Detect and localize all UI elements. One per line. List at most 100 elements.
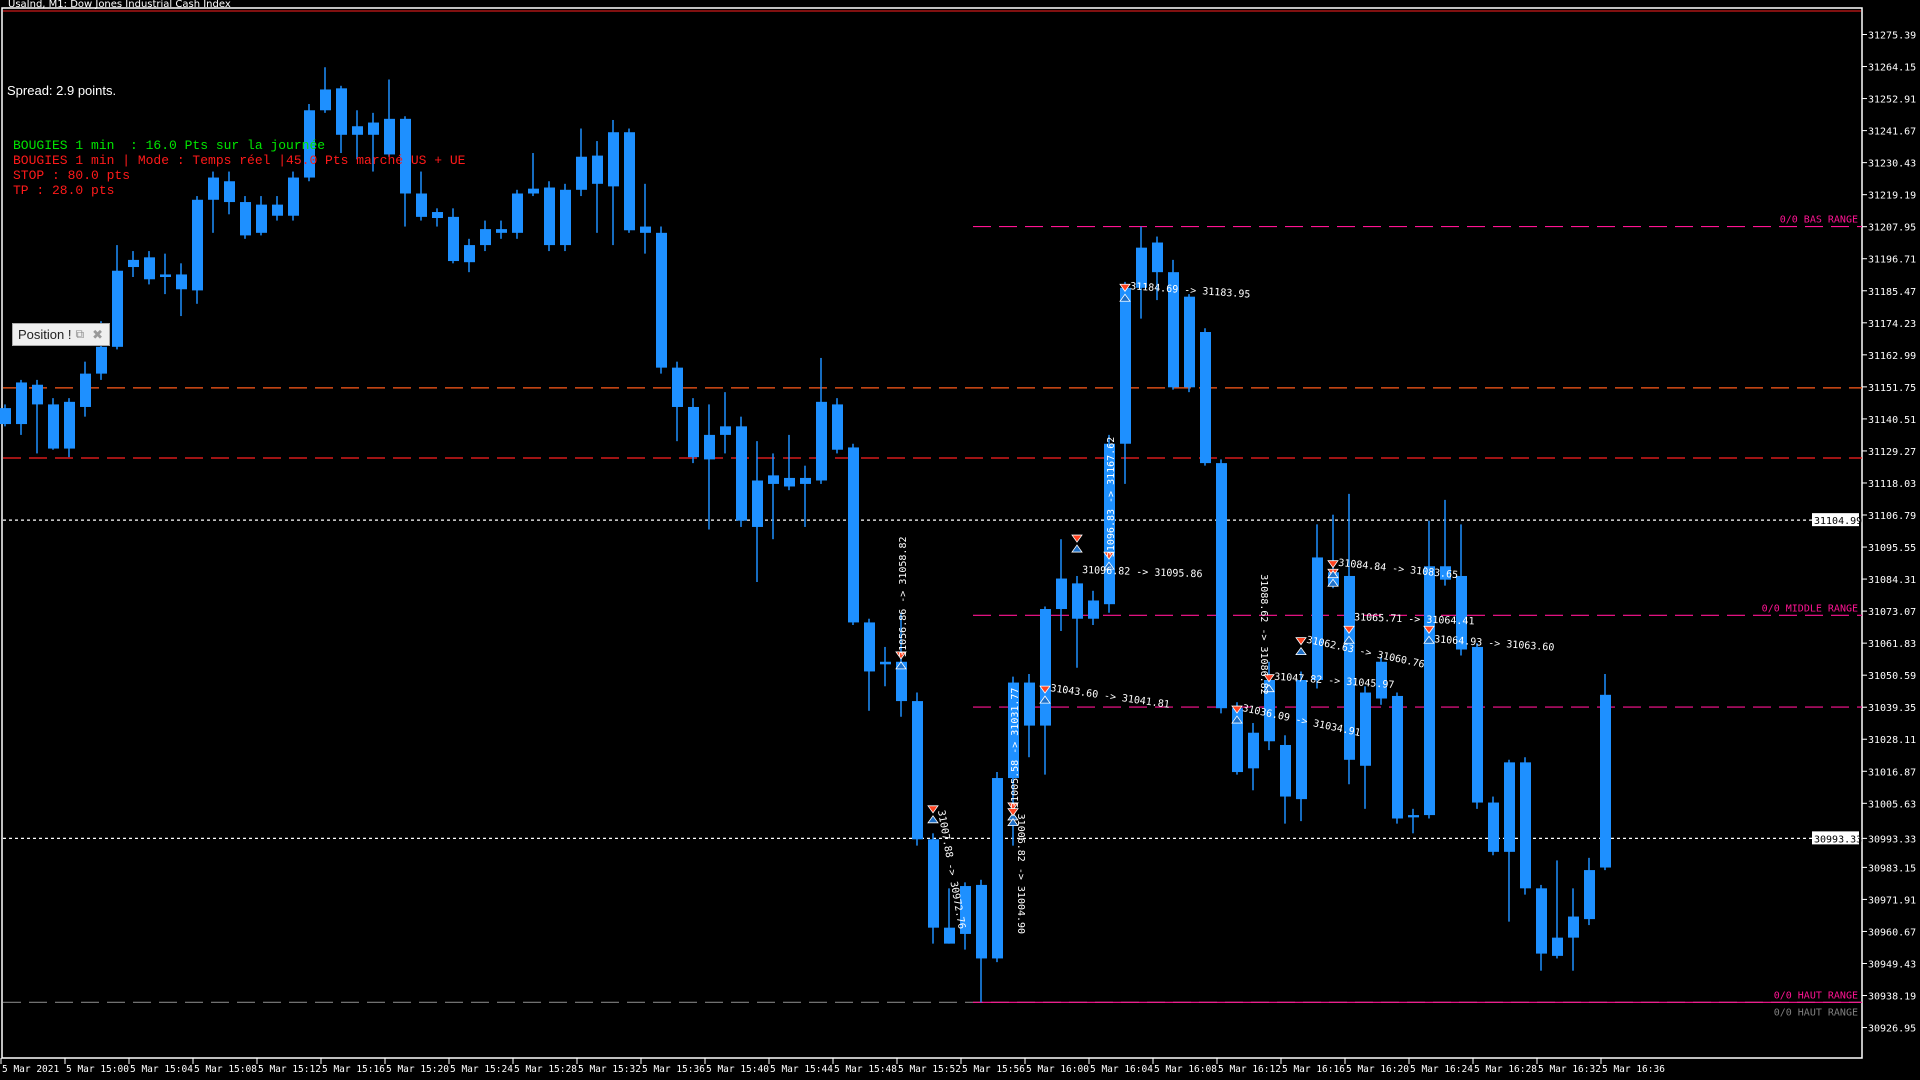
sell-arrow-icon [927, 805, 939, 814]
candle-body [1264, 679, 1275, 742]
position-panel[interactable]: Position ! ⧉ ✖ [12, 323, 110, 346]
candle [0, 404, 11, 427]
candle-body [1408, 815, 1419, 818]
candle [496, 220, 507, 239]
candle [1152, 236, 1163, 301]
candle-body [1600, 694, 1611, 868]
range-label: 0/0 HAUT RANGE [1774, 990, 1858, 1001]
candle [592, 141, 603, 233]
x-tick-label: 5 Mar 15:40 [706, 1064, 769, 1075]
candle-body [1168, 272, 1179, 388]
candle-body [1024, 682, 1035, 726]
candle-body [1056, 578, 1067, 610]
candle-body [208, 177, 219, 200]
trade-label: 31088.62 -> 31086.82 [1258, 574, 1269, 694]
y-tick-label: 31106.79 [1868, 511, 1916, 522]
candle [928, 833, 939, 944]
x-tick-label: 5 Mar 16:00 [1026, 1064, 1089, 1075]
candle [1520, 757, 1531, 895]
range-label: 0/0 MIDDLE RANGE [1762, 603, 1858, 614]
y-tick-label: 31039.35 [1868, 703, 1916, 714]
range-ghost-label: 0/0 HAUT RANGE [1774, 1007, 1858, 1018]
y-tick-label: 31207.95 [1868, 223, 1916, 234]
x-tick-label: 5 Mar 15:44 [770, 1064, 833, 1075]
candle-body [576, 156, 587, 190]
x-tick-label: 5 Mar 15:52 [898, 1064, 961, 1075]
trade-label-group: 31056.86 -> 31058.82 [898, 536, 909, 656]
candle-body [928, 839, 939, 928]
candle-body [416, 193, 427, 217]
close-icon[interactable]: ✖ [92, 326, 103, 342]
candle-body [112, 270, 123, 347]
candle-body [1072, 583, 1083, 619]
candle [144, 251, 155, 285]
x-tick-label: 5 Mar 15:16 [322, 1064, 385, 1075]
trade-label: 31096.83 -> 31167.62 [1106, 437, 1117, 557]
candle [368, 112, 379, 172]
x-tick-label: 5 Mar 2021 [2, 1064, 59, 1075]
candle-body [96, 346, 107, 374]
sell-arrow-icon [1343, 625, 1355, 634]
candle-body [528, 188, 539, 194]
candle-body [672, 367, 683, 407]
x-tick-label: 5 Mar 15:48 [834, 1064, 897, 1075]
y-tick-label: 30993.33 [1868, 834, 1916, 845]
candle-body [1296, 679, 1307, 800]
y-tick-label: 31118.03 [1868, 479, 1916, 490]
trade-label-group: 31084.84 -> 31083.65 [1338, 558, 1459, 582]
trade-label: 31084.84 -> 31083.65 [1338, 558, 1459, 582]
y-tick-label: 31252.91 [1868, 95, 1916, 106]
buy-arrow-icon [1343, 635, 1355, 644]
candle [816, 357, 827, 484]
candle [336, 85, 347, 154]
candle-body [1184, 296, 1195, 388]
y-tick-label: 31241.67 [1868, 127, 1916, 138]
candle-body [272, 204, 283, 216]
price-label-box [1812, 831, 1859, 845]
candle [16, 379, 27, 435]
candle [1312, 524, 1323, 689]
candle-body [720, 426, 731, 435]
chart-title: UsaInd, M1: Dow Jones Industrial Cash In… [8, 0, 231, 10]
candle-body [1008, 682, 1019, 779]
candle [1088, 590, 1099, 625]
candle [640, 183, 651, 254]
candle-body [16, 382, 27, 425]
candle [400, 116, 411, 227]
candle-body [480, 229, 491, 246]
candle-body [976, 884, 987, 959]
info-line-3: STOP : 80.0 pts [13, 168, 131, 183]
candle-body [1248, 732, 1259, 769]
candle [1472, 643, 1483, 809]
candle-body [1136, 247, 1147, 288]
candle [992, 772, 1003, 963]
candle [224, 171, 235, 215]
candle-body [288, 177, 299, 216]
candle-body [432, 212, 443, 219]
candle [1296, 671, 1307, 822]
restore-icon[interactable]: ⧉ [75, 327, 85, 341]
candle-body [320, 89, 331, 111]
candle [1280, 735, 1291, 824]
candle-body [832, 404, 843, 450]
candle [1488, 796, 1499, 856]
candle-body [352, 126, 363, 135]
sell-arrow-icon [1071, 534, 1083, 543]
candle [192, 196, 203, 304]
candle [176, 263, 187, 317]
buy-arrow-icon [1327, 570, 1339, 579]
candle-body [992, 778, 1003, 959]
trade-label: 31005.58 -> 31031.77 [1010, 688, 1021, 808]
trade-label: 31065.71 -> 31064.41 [1354, 612, 1475, 627]
candle [800, 465, 811, 527]
candle-body [448, 216, 459, 262]
candle-body [384, 118, 395, 155]
candle [80, 361, 91, 417]
y-tick-label: 30938.19 [1868, 992, 1916, 1003]
candle [1216, 459, 1227, 714]
candle [1024, 674, 1035, 758]
y-tick-label: 31264.15 [1868, 63, 1916, 74]
candle [1568, 888, 1579, 971]
candle [48, 398, 59, 450]
